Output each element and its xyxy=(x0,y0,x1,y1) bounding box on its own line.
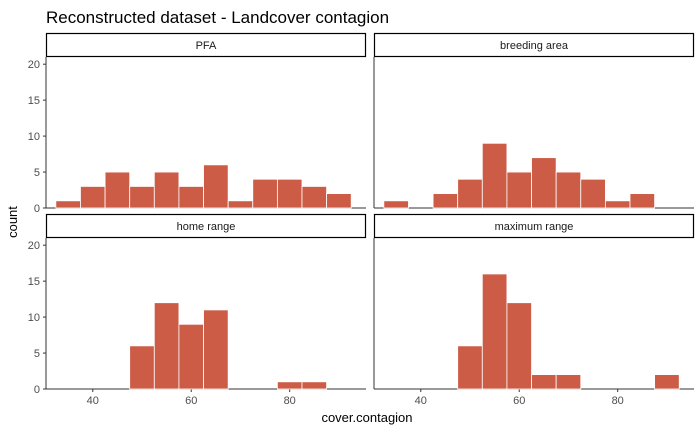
histogram-bar xyxy=(203,164,229,209)
histogram-bar xyxy=(301,381,328,390)
x-tick-label: 60 xyxy=(513,395,525,407)
y-tick-label: 10 xyxy=(28,131,40,143)
y-tick-label: 5 xyxy=(34,167,40,179)
x-tick-label: 80 xyxy=(284,395,296,407)
facet-strip-label: breeding area xyxy=(500,40,569,52)
histogram-bar xyxy=(178,323,204,390)
y-axis-title: count xyxy=(5,206,20,238)
histogram-bar xyxy=(555,171,582,209)
x-tick-label: 80 xyxy=(612,395,624,407)
histogram-bar xyxy=(654,374,680,390)
y-tick-label: 15 xyxy=(28,95,40,107)
histogram-bar xyxy=(604,200,631,209)
histogram-bar xyxy=(580,178,606,209)
histogram-bar xyxy=(629,193,656,209)
histogram-bar xyxy=(227,200,254,209)
y-tick-label: 20 xyxy=(28,240,40,252)
y-tick-label: 15 xyxy=(28,276,40,288)
facet-strip-label: home range xyxy=(177,221,236,233)
histogram-bar xyxy=(432,193,459,209)
histogram-bar xyxy=(481,273,508,390)
histogram-bar xyxy=(555,374,582,390)
histogram-bar xyxy=(531,157,557,209)
facet-panel: maximum range 40 60 80 xyxy=(373,213,695,407)
y-tick-label: 10 xyxy=(28,312,40,324)
x-tick-label: 40 xyxy=(415,395,427,407)
histogram-bar xyxy=(383,200,409,209)
histogram-bar xyxy=(481,142,508,209)
x-axis-title: cover.contagion xyxy=(321,410,412,425)
histogram-bar xyxy=(276,381,303,390)
histogram-bar xyxy=(506,171,532,209)
histogram-bar xyxy=(457,345,483,390)
histogram-bar xyxy=(178,186,204,209)
histogram-bar xyxy=(153,171,180,209)
facet-panel: home range 0 5 10 15 20 40 60 80 xyxy=(28,213,367,407)
histogram-bar xyxy=(153,302,180,390)
x-tick-label: 60 xyxy=(185,395,197,407)
y-tick-label: 20 xyxy=(28,59,40,71)
histogram-bar xyxy=(506,302,532,390)
facets-layer: PFA 0 5 10 15 20 breeding area home range 0 5 10 15… xyxy=(28,32,695,407)
facet-strip-label: maximum range xyxy=(495,221,574,233)
histogram-bar xyxy=(129,345,155,390)
y-tick-label: 0 xyxy=(34,384,40,396)
y-tick-label: 5 xyxy=(34,348,40,360)
histogram-bar xyxy=(252,178,278,209)
histogram-bar xyxy=(80,186,106,209)
facet-strip xyxy=(373,213,695,239)
facet-panel: breeding area xyxy=(373,32,695,209)
histogram-bar xyxy=(203,309,229,390)
facet-strip xyxy=(373,32,695,58)
x-tick-label: 40 xyxy=(87,395,99,407)
chart-title: Reconstructed dataset - Landcover contag… xyxy=(46,8,389,27)
histogram-bar xyxy=(55,200,81,209)
facet-strip xyxy=(45,32,367,58)
facet-strip xyxy=(45,213,367,239)
histogram-bar xyxy=(326,193,352,209)
histogram-bar xyxy=(457,178,483,209)
facet-panel: PFA 0 5 10 15 20 xyxy=(28,32,367,215)
histogram-bar xyxy=(301,186,328,209)
histogram-bar xyxy=(276,178,303,209)
histogram-bar xyxy=(531,374,557,390)
histogram-bar xyxy=(104,171,131,209)
facet-strip-label: PFA xyxy=(196,40,217,52)
histogram-bar xyxy=(129,186,155,209)
y-tick-label: 0 xyxy=(34,203,40,215)
